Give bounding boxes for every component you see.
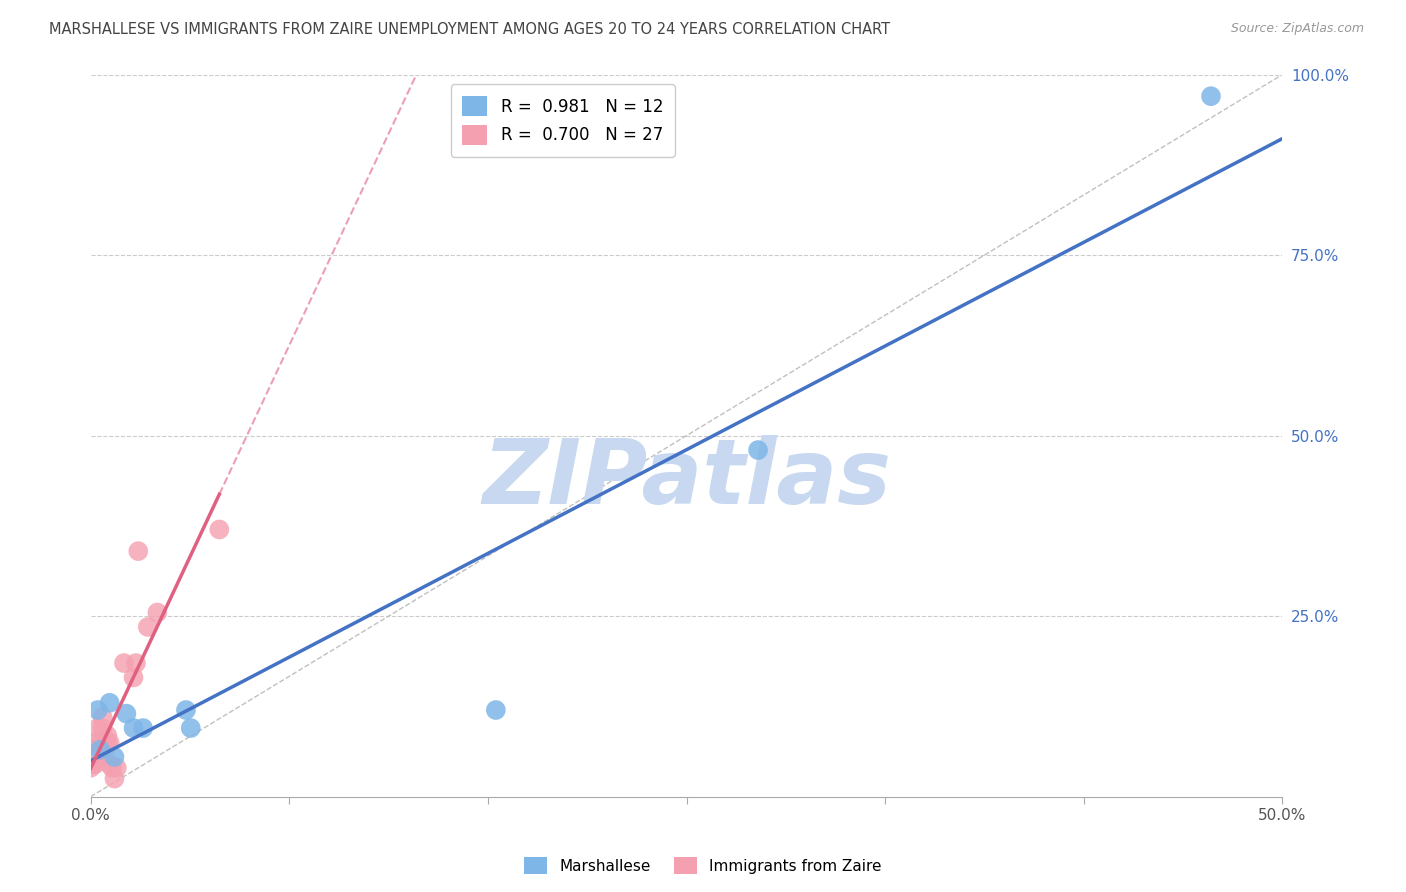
Text: MARSHALLESE VS IMMIGRANTS FROM ZAIRE UNEMPLOYMENT AMONG AGES 20 TO 24 YEARS CORR: MARSHALLESE VS IMMIGRANTS FROM ZAIRE UNE… — [49, 22, 890, 37]
Point — [105, 761, 128, 775]
Text: Source: ZipAtlas.com: Source: ZipAtlas.com — [1230, 22, 1364, 36]
Text: ZIPatlas: ZIPatlas — [482, 435, 891, 523]
Point — [125, 656, 148, 670]
Point — [84, 757, 107, 772]
Point — [127, 544, 149, 558]
Point — [87, 703, 110, 717]
Point — [103, 750, 125, 764]
Point — [103, 772, 125, 786]
Point — [84, 735, 107, 749]
Point — [174, 703, 197, 717]
Point — [87, 750, 110, 764]
Point — [91, 721, 114, 735]
Point — [1199, 89, 1222, 103]
Point — [122, 671, 145, 685]
Point — [98, 735, 121, 749]
Point — [82, 743, 104, 757]
Point — [747, 443, 769, 458]
Point — [208, 523, 231, 537]
Point — [98, 696, 121, 710]
Point — [146, 606, 169, 620]
Point — [101, 761, 124, 775]
Point — [485, 703, 508, 717]
Point — [89, 735, 111, 749]
Point — [98, 757, 121, 772]
Point — [91, 710, 114, 724]
Point — [115, 706, 138, 721]
Point — [94, 735, 117, 749]
Point — [96, 728, 118, 742]
Point — [94, 743, 117, 757]
Point — [82, 757, 104, 772]
Point — [89, 743, 111, 757]
Point — [132, 721, 155, 735]
Legend: Marshallese, Immigrants from Zaire: Marshallese, Immigrants from Zaire — [519, 851, 887, 880]
Point — [136, 620, 159, 634]
Point — [87, 721, 110, 735]
Point — [96, 735, 118, 749]
Point — [122, 721, 145, 735]
Point — [79, 761, 101, 775]
Point — [89, 750, 111, 764]
Point — [112, 656, 135, 670]
Point — [180, 721, 202, 735]
Legend: R =  0.981   N = 12, R =  0.700   N = 27: R = 0.981 N = 12, R = 0.700 N = 27 — [450, 85, 675, 157]
